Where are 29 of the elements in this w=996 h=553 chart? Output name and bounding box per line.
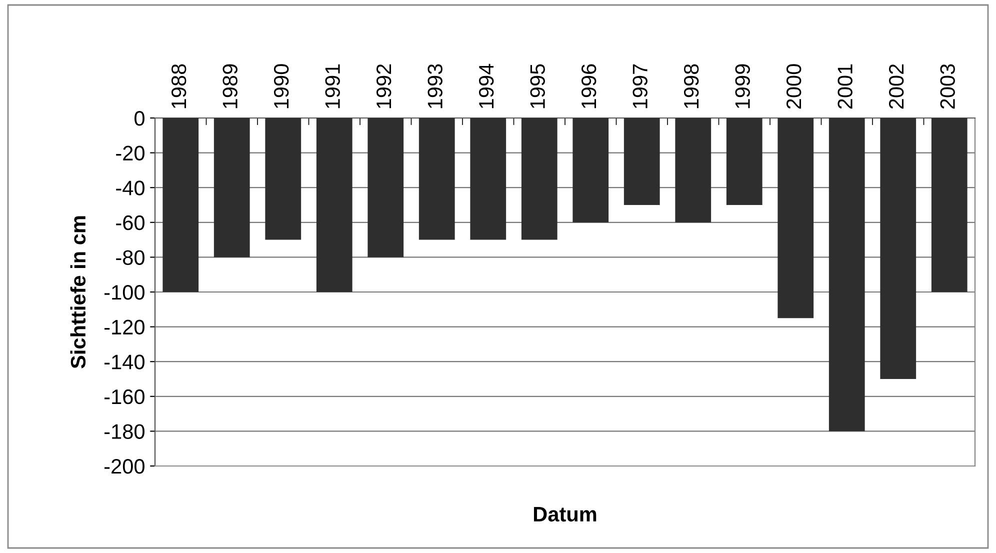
y-tick-label: -200	[104, 459, 144, 474]
y-tick-label: -120	[104, 320, 144, 335]
x-tick-label: 2000	[786, 64, 802, 109]
y-tick-label: -160	[104, 389, 144, 404]
x-tick-label: 2003	[940, 64, 955, 109]
x-tick-label: 1993	[428, 64, 442, 108]
y-tick-label: -40	[116, 180, 144, 196]
y-tick-label: -80	[116, 250, 144, 265]
x-tick-label: 1992	[376, 64, 392, 108]
y-tick-label: -20	[116, 146, 144, 161]
y-tick-label: -100	[104, 285, 144, 300]
y-tick-label: -180	[104, 424, 144, 439]
x-tick-label: 1998	[684, 64, 699, 108]
x-axis-title: Datum	[534, 507, 596, 522]
y-tick-label: 0	[134, 111, 144, 126]
y-tick-label: -60	[116, 215, 144, 230]
x-tick-label: 1997	[632, 64, 648, 108]
y-tick-label: -140	[104, 354, 144, 370]
x-tick-label: 1996	[581, 64, 596, 108]
x-tick-label: 1999	[735, 64, 750, 108]
x-tick-label: 1989	[222, 64, 238, 108]
y-axis-title: Sichttiefe in cm	[70, 216, 86, 368]
x-tick-label: 1995	[530, 64, 545, 108]
x-tick-label: 1990	[274, 64, 289, 108]
x-tick-label: 2002	[888, 64, 904, 109]
x-tick-label: 2001	[838, 64, 852, 109]
x-tick-label: 1994	[478, 64, 494, 108]
x-tick-label: 1991	[325, 64, 340, 108]
x-tick-label: 1988	[171, 64, 186, 108]
